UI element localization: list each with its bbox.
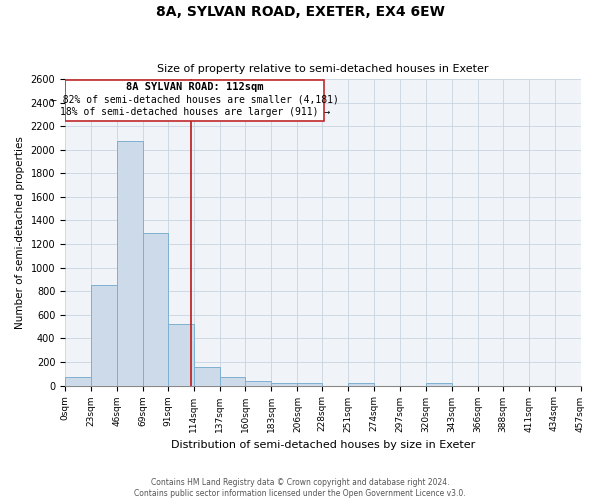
Bar xyxy=(91,284,117,386)
X-axis label: Distribution of semi-detached houses by size in Exeter: Distribution of semi-detached houses by … xyxy=(170,440,475,450)
Bar xyxy=(426,383,452,386)
Text: ← 82% of semi-detached houses are smaller (4,181): ← 82% of semi-detached houses are smalle… xyxy=(51,95,338,105)
Bar xyxy=(220,376,245,386)
FancyBboxPatch shape xyxy=(65,80,325,122)
Title: Size of property relative to semi-detached houses in Exeter: Size of property relative to semi-detach… xyxy=(157,64,488,74)
Bar xyxy=(167,324,194,386)
Bar xyxy=(298,383,322,386)
Text: 8A, SYLVAN ROAD, EXETER, EX4 6EW: 8A, SYLVAN ROAD, EXETER, EX4 6EW xyxy=(155,5,445,19)
Bar xyxy=(348,382,374,386)
Bar xyxy=(271,383,298,386)
Bar xyxy=(65,376,91,386)
Text: Contains HM Land Registry data © Crown copyright and database right 2024.
Contai: Contains HM Land Registry data © Crown c… xyxy=(134,478,466,498)
Y-axis label: Number of semi-detached properties: Number of semi-detached properties xyxy=(15,136,25,328)
Bar xyxy=(245,382,271,386)
Bar xyxy=(143,233,167,386)
Text: 18% of semi-detached houses are larger (911) →: 18% of semi-detached houses are larger (… xyxy=(59,108,330,118)
Bar xyxy=(117,141,143,386)
Bar xyxy=(194,366,220,386)
Text: 8A SYLVAN ROAD: 112sqm: 8A SYLVAN ROAD: 112sqm xyxy=(126,82,263,92)
